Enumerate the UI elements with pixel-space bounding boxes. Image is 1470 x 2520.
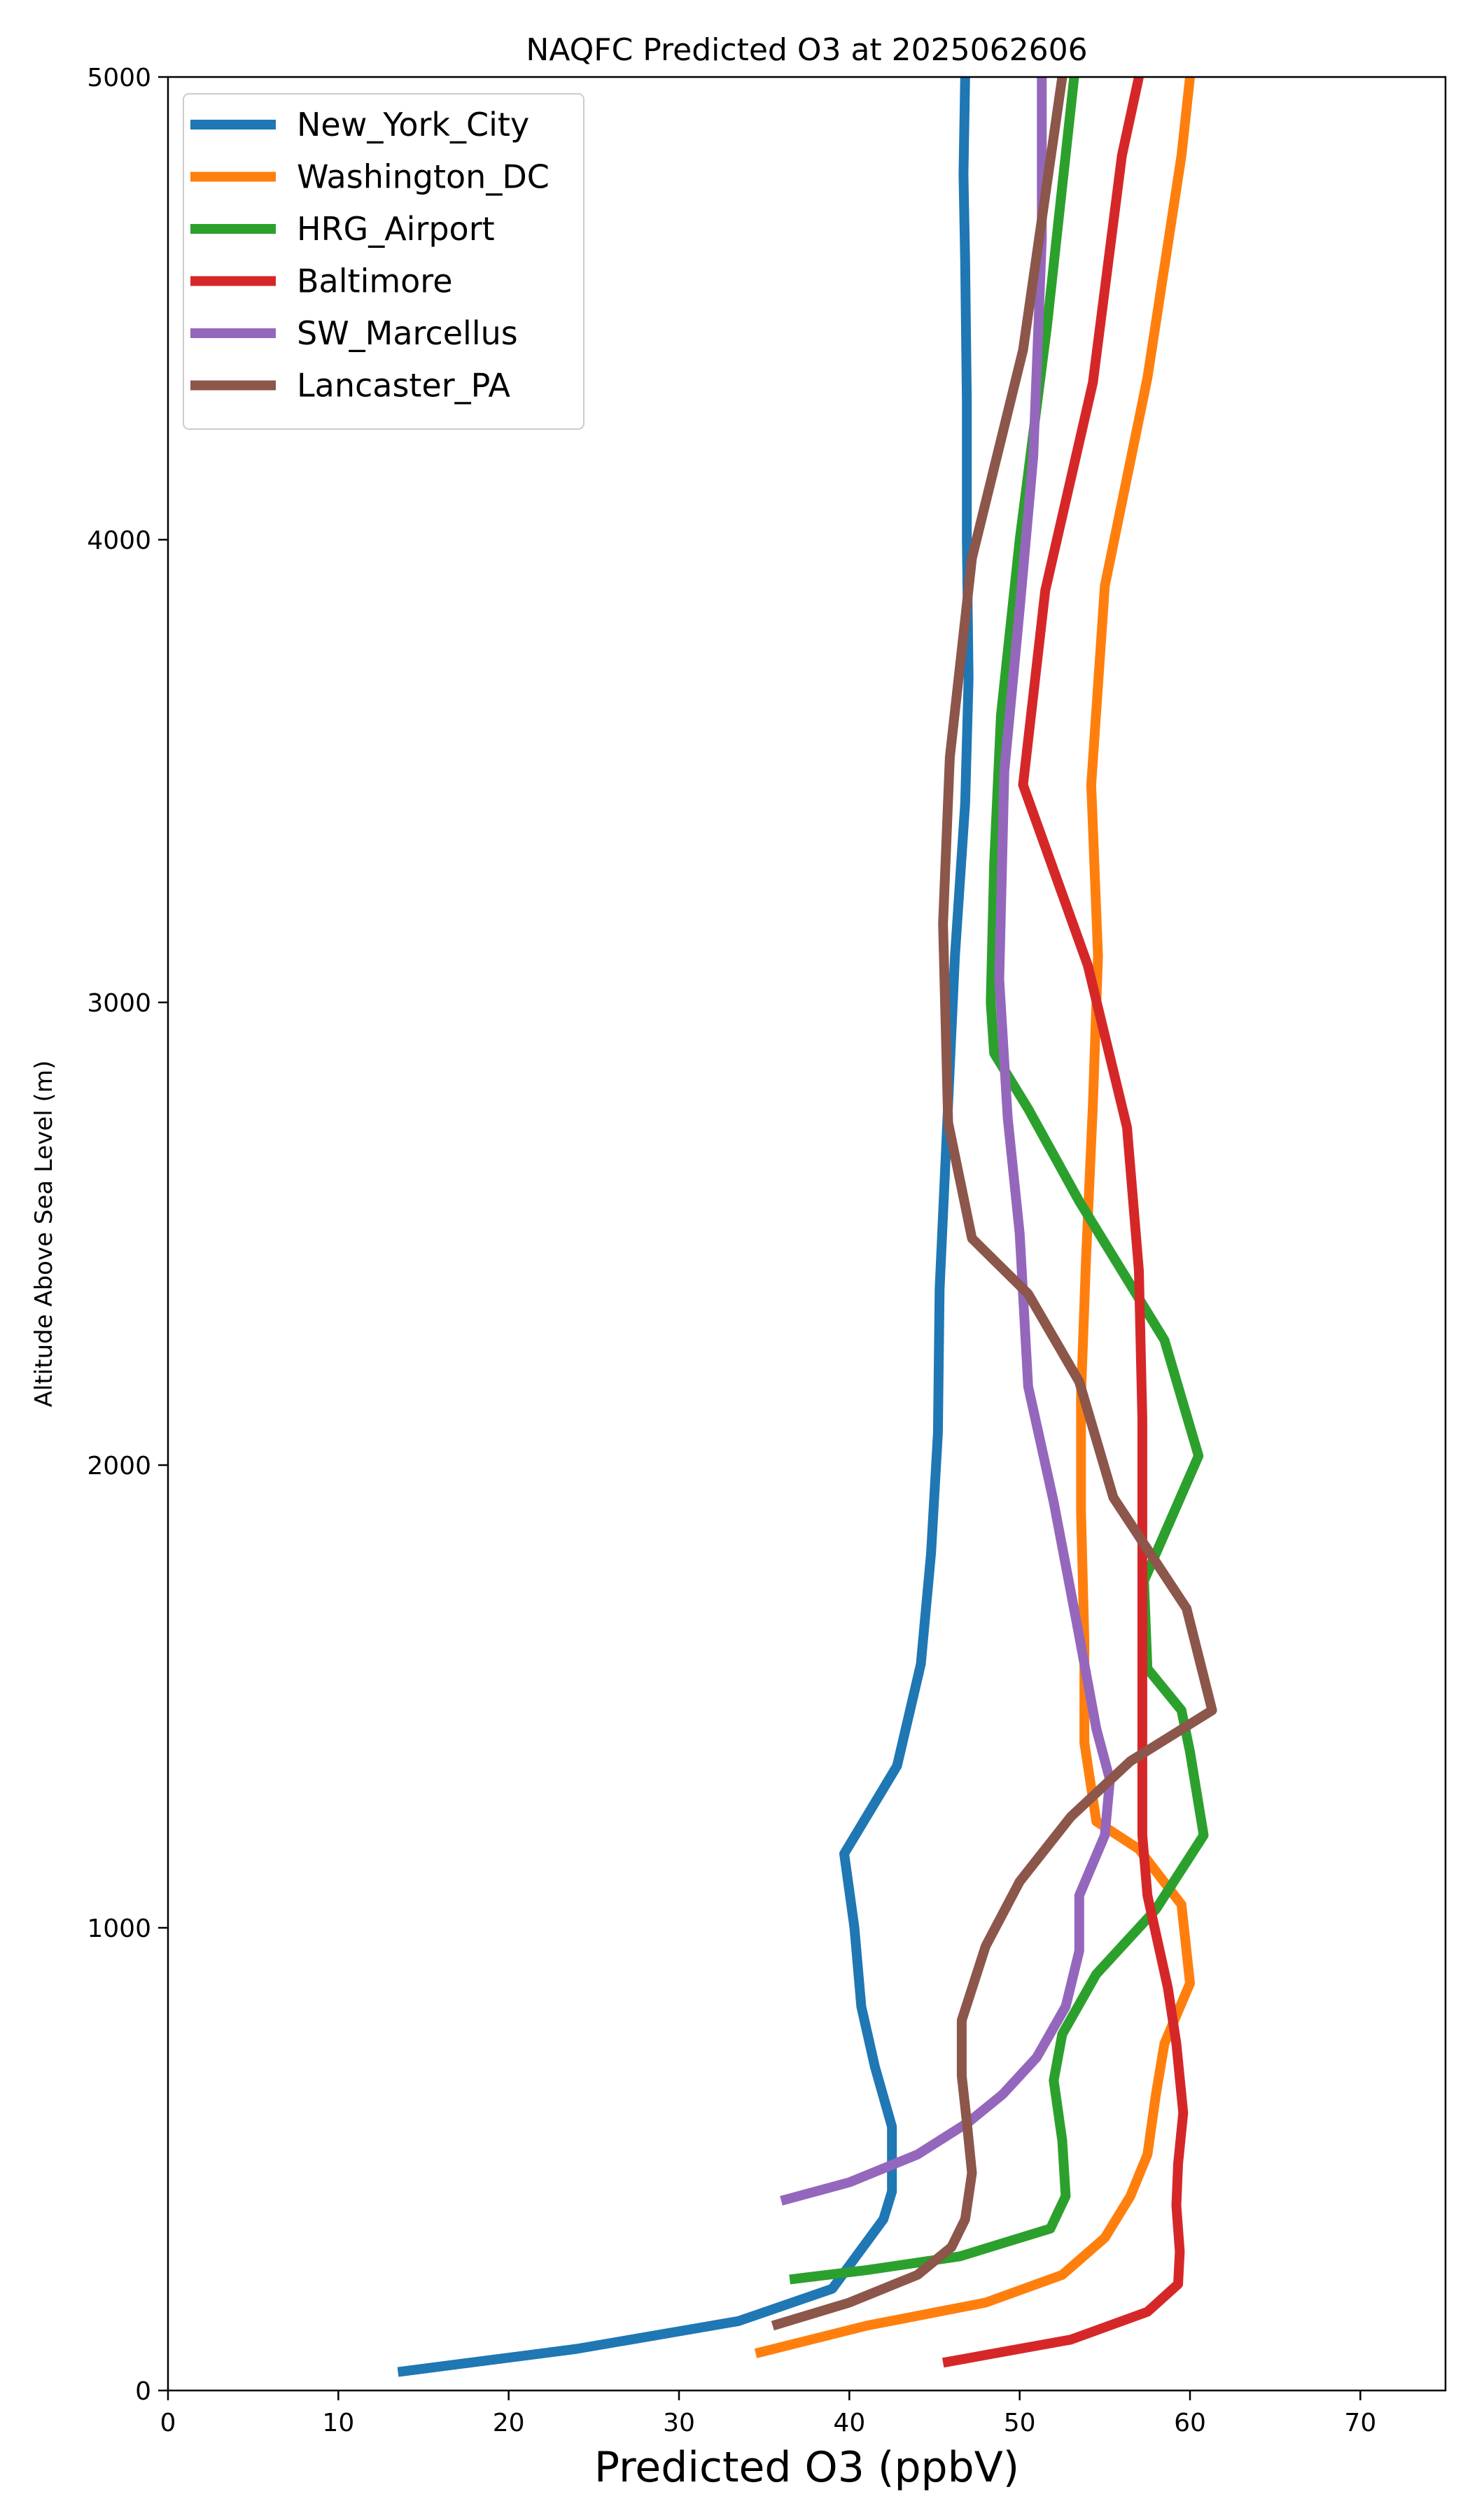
y-tick-label-4: 4000 [87,526,151,555]
y-axis-label: Altitude Above Sea Level (m) [30,1060,58,1408]
series-line-4 [780,77,1115,2206]
y-tick-label-3: 3000 [87,989,151,1018]
y-tick-label-5: 5000 [87,64,151,92]
series-line-1 [754,76,1195,2358]
axes: 0 10 20 30 40 50 60 70 0 1000 2000 3000 4000 5000 [87,64,1376,2437]
x-tick-label-4: 40 [833,2409,865,2437]
legend-label-4: SW_Marcellus [297,314,518,352]
x-tick-label-2: 20 [493,2409,525,2437]
plot-lines [397,76,1217,2377]
series-line-3 [941,76,1189,2368]
x-tick-label-5: 50 [1004,2409,1036,2437]
series-line-2 [789,76,1209,2285]
x-axis-label: Predicted O3 (ppbV) [594,2443,1019,2492]
y-tick-label-0: 0 [135,2377,151,2406]
legend-box [183,93,584,430]
x-tick-label-0: 0 [160,2409,176,2437]
legend-label-2: HRG_Airport [297,210,495,248]
series-line-5 [771,76,1217,2331]
x-tick-label-6: 60 [1174,2409,1206,2437]
x-tick-label-1: 10 [322,2409,354,2437]
legend-label-1: Washington_DC [297,158,550,196]
plot-frame [167,76,1447,2392]
series-line-0 [397,76,974,2377]
y-tick-label-2: 2000 [87,1452,151,1480]
legend-label-5: Lancaster_PA [297,367,510,405]
x-tick-label-3: 30 [663,2409,695,2437]
legend: New_York_City Washington_DC HRG_Airport Bal… [183,93,584,430]
chart-title: NAQFC Predicted O3 at 2025062606 [526,32,1087,68]
legend-label-3: Baltimore [297,262,453,300]
legend-label-0: New_York_City [297,106,529,144]
y-tick-label-1: 1000 [87,1914,151,1943]
x-tick-label-7: 70 [1344,2409,1376,2437]
